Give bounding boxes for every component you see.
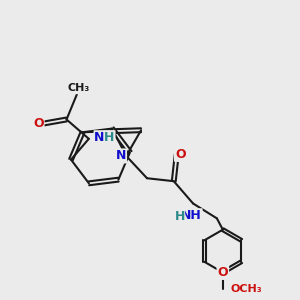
Text: O: O	[33, 117, 44, 130]
Text: OCH₃: OCH₃	[231, 284, 262, 294]
Text: NH: NH	[181, 209, 202, 222]
Text: O: O	[175, 148, 186, 161]
Text: N: N	[116, 149, 126, 162]
Text: H: H	[104, 131, 115, 144]
Text: NH: NH	[94, 131, 115, 144]
Text: CH₃: CH₃	[67, 83, 89, 93]
Text: H: H	[175, 210, 185, 223]
Text: O: O	[218, 266, 228, 279]
